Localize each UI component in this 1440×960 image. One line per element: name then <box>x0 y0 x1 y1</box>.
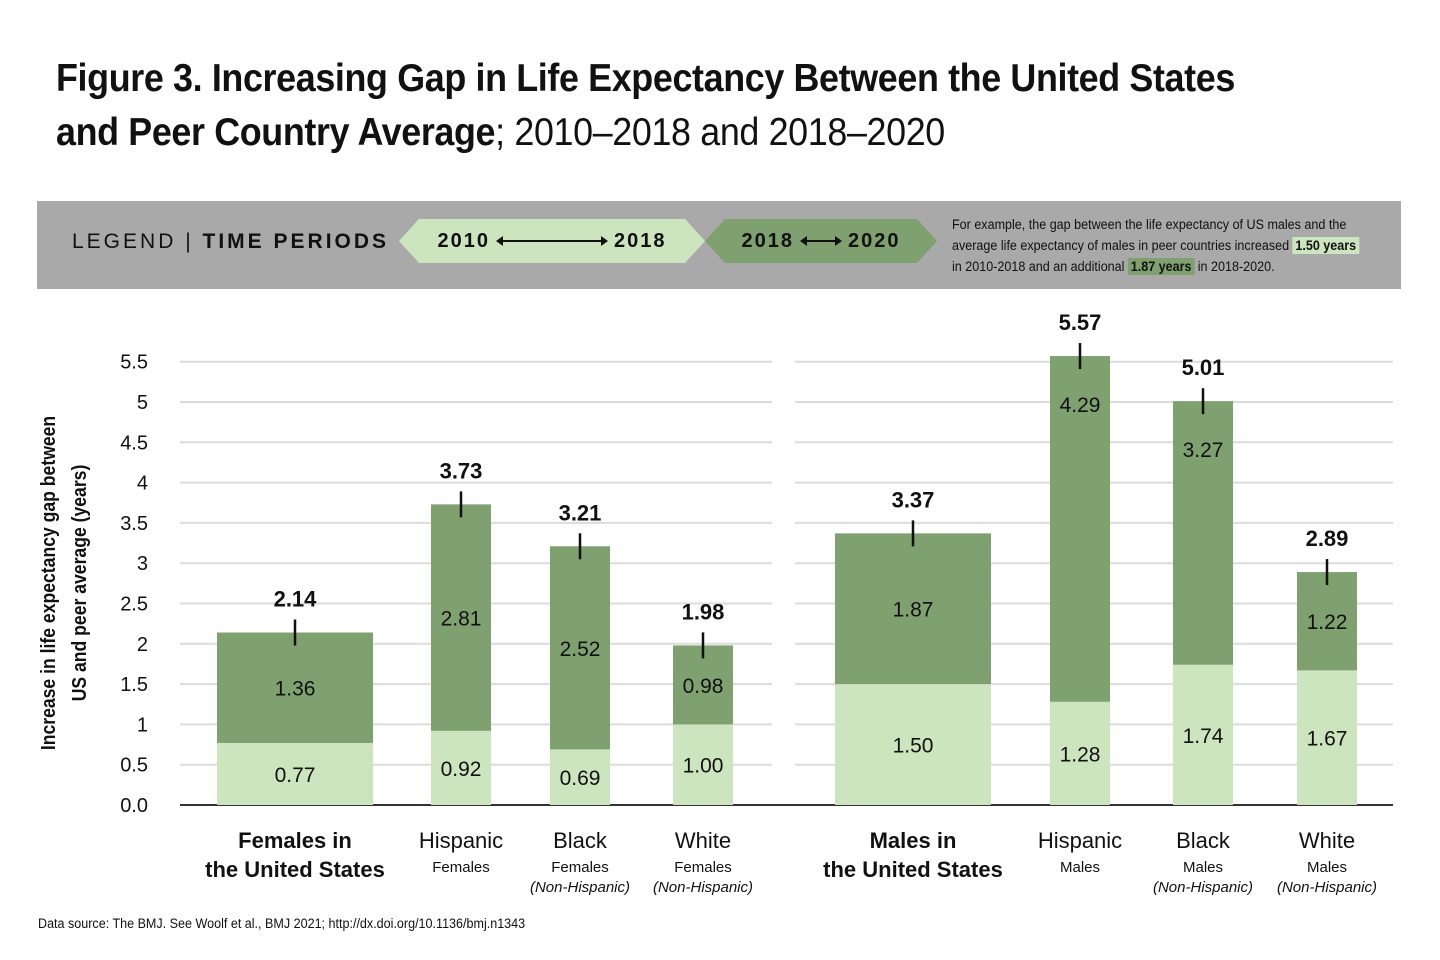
y-tick-label: 1.5 <box>120 674 148 696</box>
category-label: White <box>675 828 731 853</box>
segment-label-2018-2020: 4.29 <box>1060 394 1101 417</box>
y-tick-label: 5.5 <box>120 352 148 374</box>
legend-bar: LEGEND | TIME PERIODS 2010 2018 2018 202… <box>37 201 1401 289</box>
total-value-label: 5.57 <box>1059 310 1102 335</box>
chart-title-years: ; 2010–2018 and 2018–2020 <box>495 111 945 154</box>
bar-segment-2018-2020 <box>1050 356 1110 702</box>
segment-label-2010-2018: 1.00 <box>683 755 724 778</box>
category-label: Hispanic <box>419 828 503 853</box>
y-tick-label: 1 <box>137 714 148 736</box>
bar-segment-2010-2018 <box>217 742 373 805</box>
segment-label-2010-2018: 0.77 <box>275 764 316 787</box>
category-sublabel: Males <box>1060 859 1100 876</box>
legend-example-note: For example, the gap between the life ex… <box>952 214 1361 277</box>
note-text-3: in 2018-2020. <box>1197 259 1275 274</box>
bar-segment-2018-2020 <box>1173 401 1233 665</box>
total-value-label: 1.98 <box>682 599 725 624</box>
y-tick-label: 3 <box>137 553 148 575</box>
bar-segment-2018-2020 <box>431 504 491 731</box>
period2-end: 2020 <box>848 229 901 252</box>
total-value-label: 5.01 <box>1182 355 1225 380</box>
y-tick-label: 4 <box>137 473 148 495</box>
category-label: Males in <box>870 828 957 853</box>
segment-label-2010-2018: 1.50 <box>893 735 934 758</box>
segment-label-2018-2020: 1.87 <box>893 599 934 622</box>
category-label: White <box>1299 828 1355 853</box>
total-value-label: 3.73 <box>440 458 483 483</box>
y-axis-label-line1: Increase in life expectancy gap between <box>37 416 59 750</box>
bar-segment-2018-2020 <box>1297 572 1357 671</box>
note-highlight-2: 1.87 years <box>1127 258 1195 275</box>
category-sublabel: Females <box>551 859 609 876</box>
bar-segment-2010-2018 <box>1297 670 1357 805</box>
bar-segment-2010-2018 <box>550 749 610 805</box>
segment-label-2018-2020: 2.81 <box>441 608 482 631</box>
bar-segment-2010-2018 <box>1173 664 1233 805</box>
bar-segment-2018-2020 <box>550 546 610 750</box>
y-tick-label: 0.5 <box>120 755 148 777</box>
legend-label: LEGEND | TIME PERIODS <box>72 230 389 254</box>
segment-label-2010-2018: 1.74 <box>1183 725 1224 748</box>
double-arrow-icon <box>502 240 602 242</box>
y-tick-label: 2 <box>137 634 148 656</box>
category-label: Black <box>1176 828 1231 853</box>
bar-segment-2018-2020 <box>835 533 991 685</box>
category-sublabel: Males <box>1307 859 1347 876</box>
category-label: Females in <box>238 828 352 853</box>
chart-title-main: Figure 3. Increasing Gap in Life Expecta… <box>56 57 1235 154</box>
segment-label-2010-2018: 1.28 <box>1060 743 1101 766</box>
segment-label-2018-2020: 0.98 <box>683 675 724 698</box>
total-value-label: 2.14 <box>274 587 318 612</box>
category-label: the United States <box>823 857 1003 882</box>
period2-start: 2018 <box>741 229 794 252</box>
category-sublabel: (Non-Hispanic) <box>1277 879 1377 896</box>
segment-label-2018-2020: 3.27 <box>1183 439 1224 462</box>
bar-segment-2010-2018 <box>835 684 991 805</box>
y-tick-label: 4.5 <box>120 432 148 454</box>
y-tick-label: 2.5 <box>120 594 148 616</box>
period1-end: 2018 <box>614 229 667 252</box>
legend-time-periods: TIME PERIODS <box>202 230 390 253</box>
period1-start: 2010 <box>437 229 490 252</box>
legend-period-2010-2018: 2010 2018 <box>399 219 705 263</box>
bar-segment-2010-2018 <box>673 724 733 805</box>
segment-label-2010-2018: 1.67 <box>1307 728 1348 751</box>
segment-label-2018-2020: 1.22 <box>1307 611 1348 634</box>
category-sublabel: Females <box>674 859 732 876</box>
y-tick-label: 5 <box>137 392 148 414</box>
note-text-1: For example, the gap between the life ex… <box>952 217 1347 253</box>
note-highlight-1: 1.50 years <box>1292 237 1359 254</box>
chart-title: Figure 3. Increasing Gap in Life Expecta… <box>56 52 1289 160</box>
category-sublabel: Males <box>1183 859 1223 876</box>
category-sublabel: Females <box>432 859 490 876</box>
total-value-label: 3.21 <box>559 500 602 525</box>
category-label: Black <box>553 828 608 853</box>
category-sublabel: (Non-Hispanic) <box>653 879 753 896</box>
legend-word: LEGEND <box>72 230 177 253</box>
segment-label-2010-2018: 0.92 <box>441 758 482 781</box>
bar-segment-2018-2020 <box>673 645 733 725</box>
y-tick-label: 3.5 <box>120 513 148 535</box>
data-source: Data source: The BMJ. See Woolf et al., … <box>38 916 526 931</box>
note-text-2: in 2010-2018 and an additional <box>952 259 1125 274</box>
legend-separator: | <box>185 230 194 253</box>
segment-label-2018-2020: 1.36 <box>275 678 316 701</box>
segment-label-2010-2018: 0.69 <box>560 767 601 790</box>
category-label: Hispanic <box>1038 828 1122 853</box>
total-value-label: 2.89 <box>1306 526 1349 551</box>
bar-segment-2010-2018 <box>431 730 491 805</box>
legend-period-2018-2020: 2018 2020 <box>705 219 937 263</box>
double-arrow-icon <box>806 240 836 242</box>
bar-segment-2010-2018 <box>1050 701 1110 805</box>
bar-segment-2018-2020 <box>217 632 373 743</box>
segment-label-2018-2020: 2.52 <box>560 638 601 661</box>
y-axis-label-line2: US and peer average (years) <box>68 465 90 702</box>
total-value-label: 3.37 <box>892 487 935 512</box>
y-tick-label: 0.0 <box>120 795 148 817</box>
category-sublabel: (Non-Hispanic) <box>1153 879 1253 896</box>
category-sublabel: (Non-Hispanic) <box>530 879 630 896</box>
category-label: the United States <box>205 857 385 882</box>
